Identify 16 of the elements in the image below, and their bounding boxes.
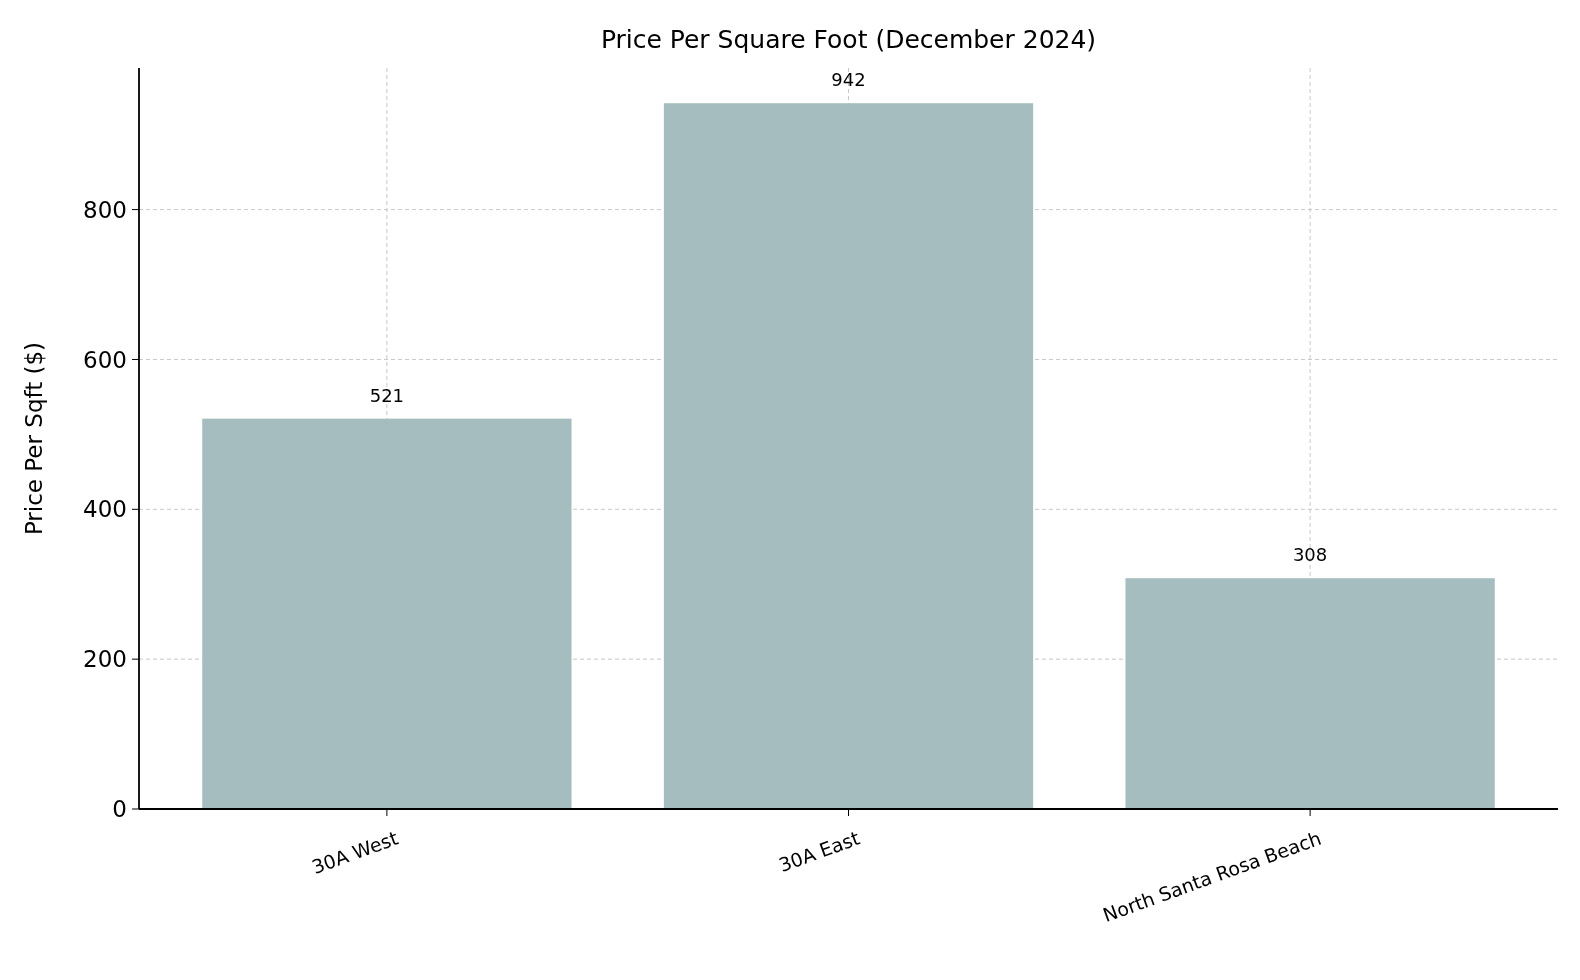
y-tick-label: 800 bbox=[83, 196, 127, 223]
data-label: 942 bbox=[831, 69, 866, 91]
x-tick-label: 30A East bbox=[775, 826, 863, 877]
y-tick-label: 0 bbox=[112, 796, 127, 823]
chart-title: Price Per Square Foot (December 2024) bbox=[600, 25, 1097, 54]
data-label: 308 bbox=[1292, 544, 1328, 566]
bar bbox=[202, 418, 572, 809]
x-tick-label: North Santa Rosa Beach bbox=[1099, 826, 1325, 927]
x-tick-label: 30A West bbox=[308, 826, 401, 879]
y-tick-label: 600 bbox=[83, 346, 127, 373]
y-tick-label: 400 bbox=[83, 496, 127, 523]
bar bbox=[663, 103, 1034, 809]
bar bbox=[1125, 578, 1495, 809]
data-label: 521 bbox=[369, 384, 405, 406]
y-tick-label: 200 bbox=[83, 646, 127, 673]
y-axis-title: Price Per Sqft ($) bbox=[21, 341, 47, 536]
